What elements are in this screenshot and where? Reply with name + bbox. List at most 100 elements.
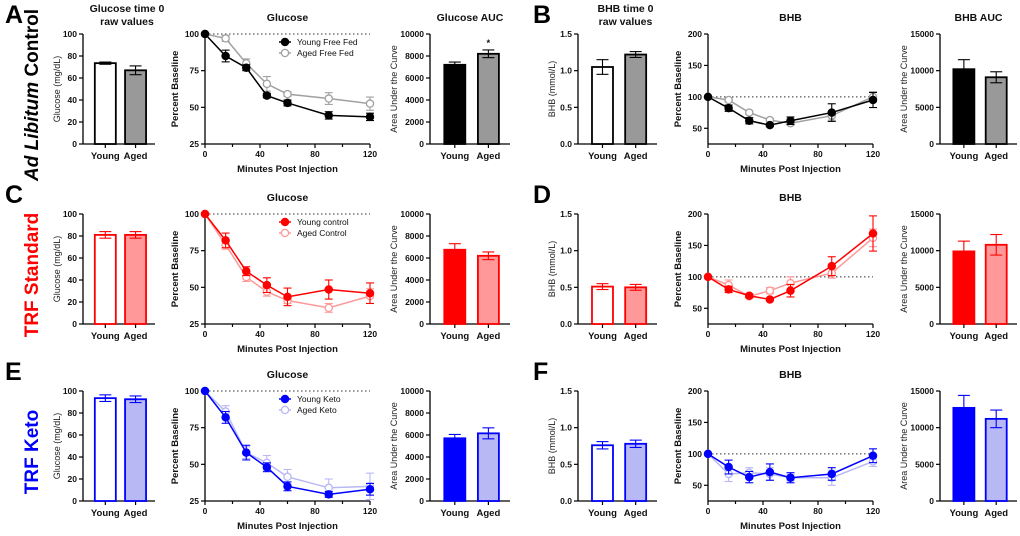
series-young-keto [703,448,878,484]
chart-title: Glucose AUC [437,12,504,24]
data-point [262,463,272,472]
y-tick-label: 50 [190,102,200,112]
data-point [262,79,272,89]
y-axis-label: Area Under the Curve [899,402,909,490]
category-label: Young [91,508,120,519]
category-label: Young [91,331,120,342]
x-axis-label: Minutes Post Injection [740,164,841,175]
legend-marker [280,37,290,47]
y-tick-label: 6000 [405,73,424,83]
data-point [724,103,733,113]
chart-D-line: 50 100 150 200 Percent Baseline BHB 0 40 80 120 Mi… [673,192,880,355]
legend-marker [280,48,290,58]
row-label: TRF Keto [22,410,43,494]
y-tick-label: 200 [688,209,702,219]
x-tick-label: 80 [310,149,320,159]
y-tick-label: 40 [68,452,78,462]
y-tick-label: 75 [190,423,200,433]
bar-aged [624,442,648,502]
bar-aged [476,52,500,145]
y-tick-label: 10000 [910,423,934,433]
data-point [324,111,333,120]
chart-A-line: 25 50 75 100 Percent Baseline Glucose 0 40 80 120… [170,12,377,175]
y-axis-label: Area Under the Curve [389,45,399,133]
category-label: Young [588,508,617,519]
x-tick-label: 0 [706,149,711,159]
data-point [262,280,272,290]
bar-aged [624,53,648,145]
category-label: Aged [477,151,501,162]
y-tick-label: 10000 [910,66,934,76]
chart-D-bar: 0.0 0.5 1.0 1.5 BHB (mmol/L) Young Aged [547,209,657,342]
chart-title: BHB [779,192,802,204]
data-point [765,120,775,130]
x-tick-label: 40 [758,149,768,159]
data-point [724,462,733,472]
x-tick-label: 80 [310,506,320,516]
chart-title: Glucose [267,192,309,204]
legend-marker [280,228,290,238]
row-label-part: TRF Standard [22,213,43,338]
y-tick-label: 0 [929,139,934,149]
y-tick-label: 80 [68,408,78,418]
x-tick-label: 120 [866,329,880,339]
y-axis-label: BHB (mmol/L) [547,418,557,475]
category-label: Aged [984,508,1008,519]
series-young-control [200,209,375,307]
panel-letter: E [5,358,22,386]
bar-aged [984,243,1008,325]
data-point [324,285,333,294]
data-point [786,116,795,125]
y-tick-label: 0 [419,319,424,329]
y-tick-label: 5000 [915,102,934,112]
category-label: Young [440,331,469,342]
x-tick-label: 80 [813,506,823,516]
y-tick-label: 0.5 [560,282,572,292]
x-tick-label: 120 [363,149,377,159]
significance-marker: * [487,38,491,49]
y-tick-label: 100 [63,209,77,219]
category-label: Young [949,151,978,162]
chart-E-line: 25 50 75 100 Percent Baseline Glucose 0 40 80 120… [170,369,377,532]
y-tick-label: 100 [688,92,702,102]
data-point [745,116,754,125]
y-tick-label: 1.0 [560,66,572,76]
y-tick-label: 8000 [405,231,424,241]
bar-young [93,62,117,145]
category-label: Young [91,151,120,162]
y-tick-label: 60 [68,430,78,440]
chart-title: Glucose [267,12,309,24]
category-label: Young [949,331,978,342]
chart-E-bar: 0 20 40 60 80 100 Glucose (mg/dL) Young Aged [52,386,155,519]
y-axis-label: Glucose (mg/dL) [52,56,62,123]
y-axis-label: BHB (mmol/L) [547,61,557,118]
y-tick-label: 200 [688,386,702,396]
data-point [241,63,251,72]
category-label: Young [588,331,617,342]
y-tick-label: 25 [190,139,200,149]
data-point [241,448,251,457]
y-axis-label: Area Under the Curve [389,402,399,490]
y-tick-label: 4000 [405,452,424,462]
x-axis-label: Minutes Post Injection [237,344,338,355]
series-young-keto [200,386,375,499]
y-tick-label: 0 [72,319,77,329]
y-axis-label: Percent Baseline [673,408,684,485]
y-axis-label: Glucose (mg/dL) [52,413,62,480]
y-tick-label: 10000 [910,246,934,256]
x-tick-label: 120 [363,506,377,516]
y-axis-label: BHB (mmol/L) [547,241,557,298]
y-tick-label: 50 [190,459,200,469]
y-axis-label: Glucose (mg/dL) [52,236,62,303]
y-tick-label: 2000 [405,117,424,127]
y-axis-label: Area Under the Curve [899,225,909,313]
y-tick-label: 15000 [910,29,934,39]
y-tick-label: 4000 [405,95,424,105]
y-tick-label: 10000 [400,29,424,39]
bar-aged [476,432,500,502]
row-label: TRF Standard [22,213,43,338]
legend-label: Aged Control [297,228,347,238]
